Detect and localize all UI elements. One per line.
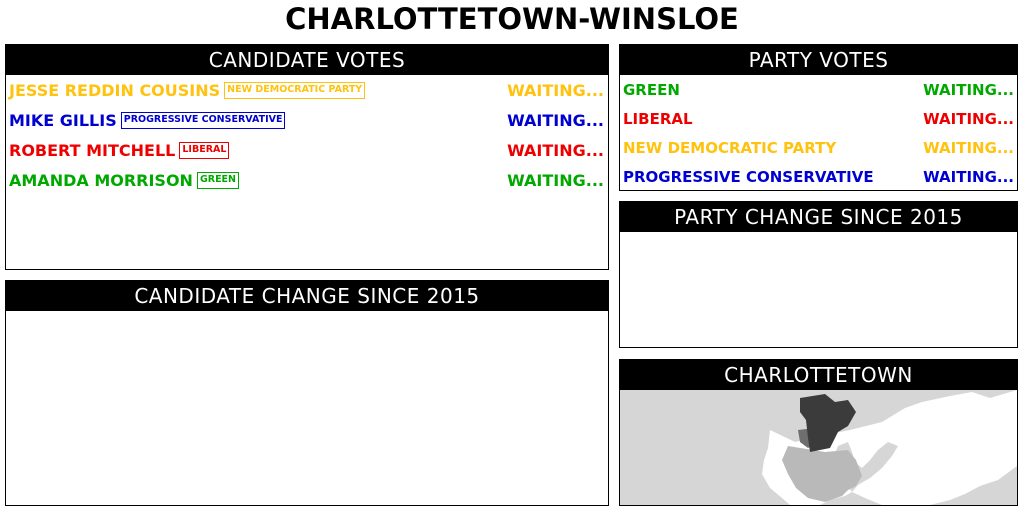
party-votes-panel: PARTY VOTES GREEN WAITING... LIBERAL WAI…	[619, 44, 1018, 191]
party-badge: LIBERAL	[179, 141, 230, 159]
vote-status: WAITING...	[507, 110, 604, 130]
party-name: PROGRESSIVE CONSERVATIVE	[623, 167, 874, 186]
vote-status: WAITING...	[923, 167, 1014, 186]
party-badge: NEW DEMOCRATIC PARTY	[224, 81, 366, 99]
map-header: CHARLOTTETOWN	[620, 360, 1017, 390]
party-votes-header: PARTY VOTES	[620, 45, 1017, 75]
party-row: LIBERAL WAITING...	[623, 104, 1014, 133]
candidate-votes-header: CANDIDATE VOTES	[6, 45, 608, 75]
candidate-row: ROBERT MITCHELL LIBERAL WAITING...	[9, 135, 606, 165]
party-name: LIBERAL	[623, 109, 693, 128]
candidate-row: AMANDA MORRISON GREEN WAITING...	[9, 165, 606, 195]
party-badge: PROGRESSIVE CONSERVATIVE	[120, 111, 286, 129]
candidate-votes-panel: CANDIDATE VOTES JESSE REDDIN COUSINS NEW…	[5, 44, 609, 270]
party-row: PROGRESSIVE CONSERVATIVE WAITING...	[623, 162, 1014, 190]
vote-status: WAITING...	[923, 138, 1014, 157]
party-change-header: PARTY CHANGE SINCE 2015	[620, 202, 1017, 232]
vote-status: WAITING...	[923, 109, 1014, 128]
party-name: NEW DEMOCRATIC PARTY	[623, 138, 837, 157]
district-map-svg	[762, 390, 1017, 505]
charlottetown-peninsula	[782, 446, 862, 502]
vote-status: WAITING...	[507, 140, 604, 160]
map-panel: CHARLOTTETOWN	[619, 359, 1018, 506]
candidate-change-panel: CANDIDATE CHANGE SINCE 2015	[5, 280, 609, 506]
party-row: GREEN WAITING...	[623, 75, 1014, 104]
candidate-row: JESSE REDDIN COUSINS NEW DEMOCRATIC PART…	[9, 75, 606, 105]
vote-status: WAITING...	[507, 80, 604, 100]
party-change-panel: PARTY CHANGE SINCE 2015	[619, 201, 1018, 348]
district-map	[620, 390, 1017, 505]
vote-status: WAITING...	[923, 80, 1014, 99]
page-title: CHARLOTTETOWN-WINSLOE	[285, 2, 739, 36]
candidate-name: ROBERT MITCHELL	[9, 140, 176, 160]
party-name: GREEN	[623, 80, 680, 99]
candidate-change-header: CANDIDATE CHANGE SINCE 2015	[6, 281, 608, 311]
highlighted-district	[800, 394, 856, 452]
candidate-name: MIKE GILLIS	[9, 110, 117, 130]
candidate-name: AMANDA MORRISON	[9, 170, 193, 190]
candidate-row: MIKE GILLIS PROGRESSIVE CONSERVATIVE WAI…	[9, 105, 606, 135]
party-row: NEW DEMOCRATIC PARTY WAITING...	[623, 133, 1014, 162]
candidate-name: JESSE REDDIN COUSINS	[9, 80, 221, 100]
vote-status: WAITING...	[507, 170, 604, 190]
party-badge: GREEN	[196, 171, 239, 189]
